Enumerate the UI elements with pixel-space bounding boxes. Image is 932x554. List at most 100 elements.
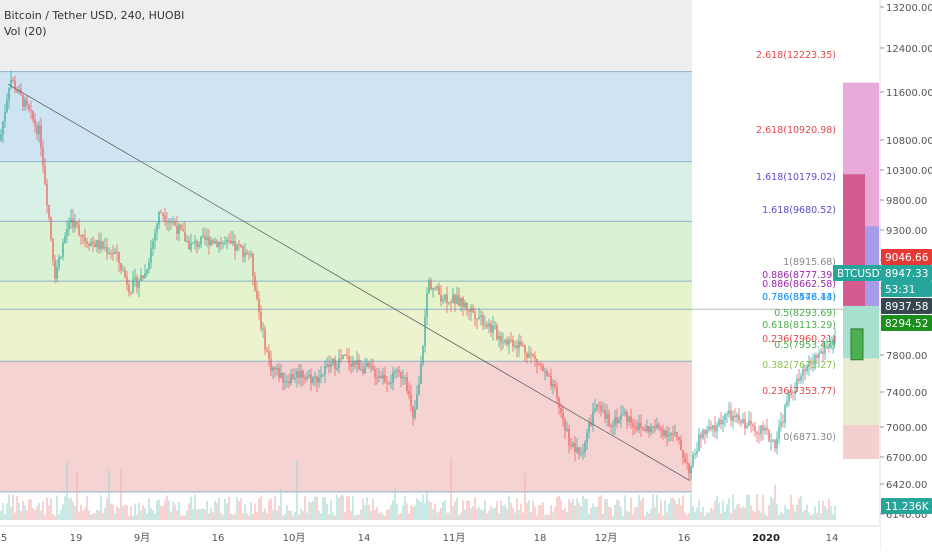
volume-bar bbox=[768, 505, 770, 520]
volume-bar bbox=[454, 501, 456, 520]
candle-body bbox=[798, 378, 800, 381]
volume-bar bbox=[76, 472, 78, 520]
volume-bar bbox=[660, 500, 662, 520]
volume-bar bbox=[164, 500, 166, 520]
fib-level-label: 0.382(7673.27) bbox=[762, 360, 836, 371]
candle-body bbox=[106, 247, 108, 254]
volume-bar bbox=[362, 498, 364, 520]
volume-bar bbox=[490, 506, 492, 520]
volume-bar bbox=[282, 515, 284, 520]
candle-body bbox=[630, 416, 632, 423]
volume-bar bbox=[94, 513, 96, 520]
candle-body bbox=[342, 354, 344, 360]
fib-level-label: 0.886(8777.39) bbox=[762, 270, 836, 281]
candle-body bbox=[118, 252, 120, 264]
volume-bar bbox=[204, 509, 206, 520]
volume-bar bbox=[16, 495, 18, 520]
volume-bar bbox=[434, 503, 436, 520]
volume-bar bbox=[512, 507, 514, 520]
candle-body bbox=[296, 370, 298, 378]
candle-body bbox=[718, 419, 720, 426]
volume-bar bbox=[558, 495, 560, 520]
symbol-badge-bg bbox=[833, 265, 881, 281]
volume-bar bbox=[598, 496, 600, 520]
volume-bar bbox=[576, 498, 578, 520]
candle-body bbox=[182, 228, 184, 232]
candle-body bbox=[670, 433, 672, 436]
volume-bar bbox=[530, 512, 532, 520]
volume-bar bbox=[662, 515, 664, 520]
volume-bar bbox=[620, 506, 622, 520]
volume-bar bbox=[136, 514, 138, 520]
volume-bar bbox=[194, 494, 196, 520]
volume-bar bbox=[20, 511, 22, 520]
candle-body bbox=[82, 235, 84, 238]
time-tick-label: 12月 bbox=[595, 532, 618, 544]
candle-body bbox=[782, 421, 784, 423]
fib-level-label: 0.886(8662.58) bbox=[762, 279, 836, 290]
candle-body bbox=[802, 369, 804, 376]
candle-body bbox=[264, 328, 266, 350]
candle-body bbox=[180, 224, 182, 229]
volume-bar bbox=[702, 507, 704, 520]
candle-body bbox=[310, 374, 312, 383]
candle-body bbox=[456, 295, 458, 305]
candle-body bbox=[378, 375, 380, 378]
candle-body bbox=[482, 315, 484, 325]
volume-bar bbox=[400, 513, 402, 520]
candle-body bbox=[170, 221, 172, 223]
candle-body bbox=[384, 374, 386, 382]
candle-body bbox=[824, 348, 826, 354]
candle-body bbox=[478, 316, 480, 320]
volume-bar bbox=[66, 461, 68, 520]
candle-body bbox=[98, 240, 100, 249]
candle-body bbox=[202, 235, 204, 237]
fib-level-label: 0.618(8113.29) bbox=[762, 320, 836, 331]
volume-bar bbox=[42, 501, 44, 520]
volume-bar bbox=[154, 513, 156, 520]
volume-bar bbox=[242, 513, 244, 520]
volume-bar bbox=[110, 503, 112, 520]
green-price-badge: 8294.52 bbox=[885, 318, 928, 330]
candle-body bbox=[426, 292, 428, 317]
volume-bar bbox=[106, 498, 108, 520]
volume-bar bbox=[200, 509, 202, 520]
volume-bar bbox=[364, 505, 366, 520]
volume-bar bbox=[296, 459, 298, 520]
candle-body bbox=[764, 427, 766, 431]
candle-body bbox=[748, 420, 750, 427]
candle-body bbox=[440, 294, 442, 302]
candle-body bbox=[26, 99, 28, 105]
time-tick-label: 14 bbox=[826, 533, 839, 544]
volume-bar bbox=[602, 513, 604, 520]
volume-bar bbox=[696, 507, 698, 520]
candle-body bbox=[444, 294, 446, 300]
candle-body bbox=[332, 358, 334, 364]
candle-body bbox=[94, 243, 96, 248]
candle-body bbox=[284, 382, 286, 384]
candle-body bbox=[528, 353, 530, 358]
candle-body bbox=[706, 429, 708, 435]
candle-body bbox=[588, 422, 590, 433]
candle-body bbox=[338, 358, 340, 368]
volume-bar bbox=[606, 498, 608, 520]
volume-bar bbox=[350, 511, 352, 520]
volume-bar bbox=[484, 500, 486, 520]
volume-bar bbox=[780, 512, 782, 520]
candle-body bbox=[754, 426, 756, 432]
candle-body bbox=[362, 369, 364, 374]
volume-bar bbox=[654, 507, 656, 520]
volume-bar bbox=[184, 515, 186, 520]
candle-body bbox=[496, 325, 498, 340]
volume-bar bbox=[650, 508, 652, 520]
volume-bar bbox=[318, 510, 320, 520]
candle-body bbox=[160, 212, 162, 214]
volume-bar bbox=[58, 514, 60, 520]
volume-bar bbox=[336, 494, 338, 520]
candle-body bbox=[286, 381, 288, 383]
volume-bar bbox=[124, 504, 126, 520]
candle-body bbox=[696, 451, 698, 455]
volume-bar bbox=[196, 509, 198, 520]
